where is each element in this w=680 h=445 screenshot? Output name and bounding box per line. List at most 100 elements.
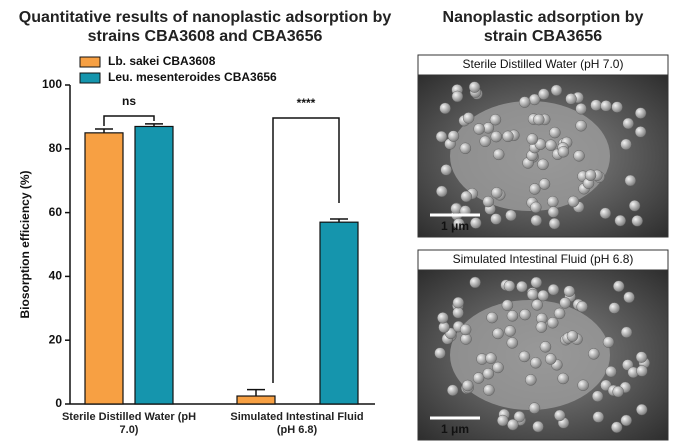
bead [612, 385, 624, 398]
bead [482, 367, 494, 380]
bead [623, 291, 635, 304]
bead [513, 410, 526, 423]
bead [535, 321, 548, 333]
bead [620, 138, 632, 151]
bead [635, 351, 648, 363]
bead [557, 372, 569, 385]
bead [447, 130, 460, 142]
bead [491, 187, 503, 199]
bead [605, 365, 617, 378]
bead [503, 280, 516, 292]
bead [460, 190, 472, 203]
y-axis-label: Biosorption efficiency (%) [18, 170, 32, 318]
bead [530, 201, 542, 214]
bead [624, 174, 637, 187]
bead [576, 300, 588, 313]
bead [506, 310, 519, 322]
bead [559, 297, 571, 309]
bead [565, 93, 577, 105]
bead [577, 379, 589, 391]
bead [492, 327, 504, 340]
bead [486, 311, 498, 324]
bead [611, 421, 623, 433]
y-tick-label: 80 [49, 141, 63, 155]
y-tick-label: 100 [42, 77, 62, 91]
chart-title: Quantitative results of nanoplastic adso… [18, 9, 392, 45]
bead [452, 296, 464, 309]
bead [567, 195, 580, 208]
bead [550, 84, 563, 97]
bead [507, 418, 519, 431]
bead [575, 103, 587, 115]
bead [631, 215, 643, 227]
bead [530, 276, 542, 289]
bead [502, 130, 514, 143]
bead [599, 207, 612, 219]
bead [479, 135, 491, 148]
error-bar [330, 218, 348, 223]
bead [439, 102, 451, 115]
bead [592, 411, 605, 423]
bead [473, 123, 485, 135]
panel-title: Nanoplastic adsorption by strain CBA3656 [442, 9, 644, 45]
annotation: ns [122, 94, 136, 108]
bead [434, 347, 446, 359]
bar [84, 132, 124, 405]
bead [537, 158, 549, 171]
bead [566, 330, 579, 342]
bead [483, 384, 495, 396]
bead [530, 214, 542, 227]
bead [519, 308, 531, 321]
bead [620, 414, 632, 427]
bead [504, 325, 516, 337]
bead [519, 96, 531, 108]
bead [470, 217, 482, 229]
bead [462, 112, 475, 124]
bead [537, 289, 549, 302]
bracket [103, 115, 155, 126]
bead [628, 200, 641, 212]
bead [530, 357, 542, 369]
annotation: **** [297, 96, 316, 110]
bead [489, 113, 502, 126]
bead [482, 195, 494, 208]
bead [549, 126, 561, 139]
legend-swatch [79, 56, 101, 68]
y-tick-label: 60 [49, 205, 63, 219]
bead [548, 217, 561, 230]
bead [461, 379, 474, 392]
bead [505, 209, 517, 222]
bar [319, 221, 359, 405]
y-tick-label: 0 [55, 396, 62, 410]
bead [518, 350, 531, 363]
bead [528, 402, 541, 414]
bead [611, 101, 623, 113]
bead [437, 312, 449, 324]
bead [613, 280, 625, 292]
error-bar [95, 128, 113, 133]
bead [553, 307, 566, 320]
bead [485, 352, 497, 364]
bead [447, 384, 459, 396]
error-bar [145, 123, 163, 127]
bead [590, 99, 602, 111]
bead [435, 130, 448, 143]
bead [468, 81, 481, 93]
panel-label: Sterile Distilled Water (pH 7.0) [463, 57, 624, 71]
bead [563, 285, 575, 297]
bead [452, 307, 464, 319]
bead [591, 390, 604, 402]
scale-label: 1 μm [441, 422, 469, 436]
bead [634, 126, 647, 138]
bead [575, 120, 587, 132]
bead [545, 353, 557, 365]
bead [584, 169, 597, 181]
bead [554, 409, 566, 422]
bead [622, 117, 634, 130]
bead [472, 372, 485, 384]
bead [529, 183, 541, 195]
bead [533, 113, 545, 126]
bead [634, 107, 647, 119]
panel-label: Simulated Intestinal Fluid (pH 6.8) [453, 252, 634, 266]
